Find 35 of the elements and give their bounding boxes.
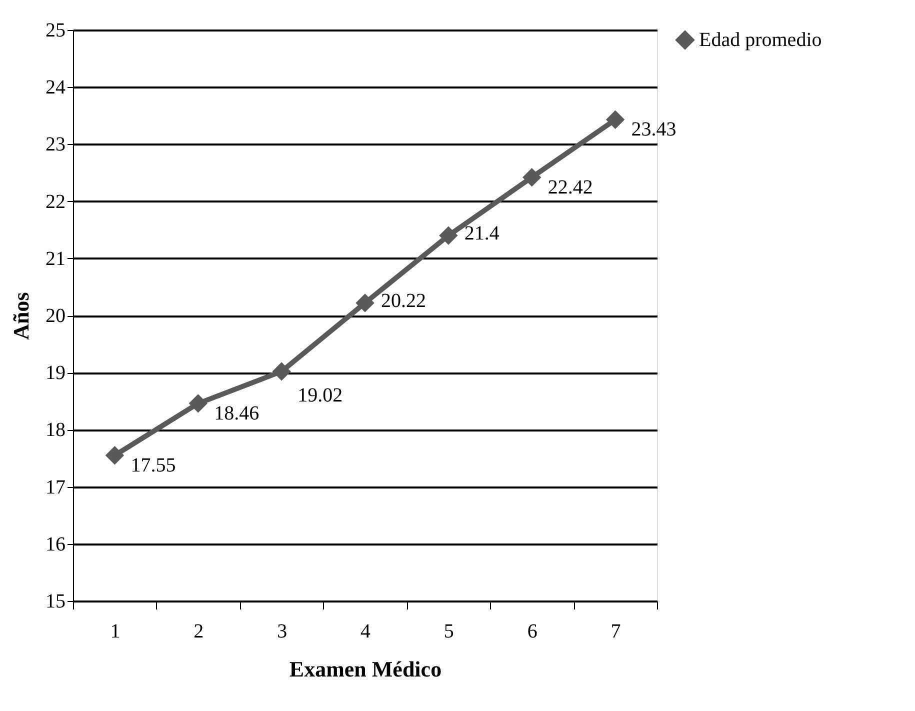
- y-tick-label: 17: [46, 476, 66, 498]
- point: [606, 110, 625, 129]
- y-tick-label: 25: [46, 20, 66, 42]
- data-label: 18.46: [214, 402, 260, 424]
- point: [188, 394, 208, 413]
- x-tick-label: 2: [194, 620, 204, 642]
- point: [105, 446, 124, 465]
- point: [439, 226, 458, 245]
- legend-label: Edad promedio: [699, 29, 822, 51]
- point: [522, 168, 542, 187]
- point: [272, 362, 291, 381]
- x-tick-label: 6: [527, 620, 538, 642]
- data-label: 19.02: [298, 384, 343, 406]
- y-axis-title: Años: [8, 292, 34, 340]
- y-tick-label: 18: [46, 419, 66, 442]
- y-tick-label: 19: [46, 362, 66, 384]
- x-tick-label: 1: [110, 620, 120, 642]
- y-tick-label: 22: [46, 190, 66, 213]
- point: [356, 294, 374, 312]
- y-tick-label: 24: [46, 76, 66, 99]
- x-axis-title: Examen Médico: [289, 656, 442, 682]
- y-tick-label: 21: [46, 248, 66, 270]
- y-tick-label: 15: [46, 590, 66, 612]
- data-label: 20.22: [381, 290, 426, 312]
- data-label: 21.4: [464, 222, 500, 245]
- x-tick-label: 4: [360, 620, 370, 642]
- y-tick-label: 20: [46, 305, 66, 327]
- x-tick-label: 3: [277, 620, 288, 642]
- data-label: 17.55: [130, 454, 176, 476]
- data-label: 23.43: [631, 118, 676, 141]
- y-tick-label: 16: [46, 533, 66, 556]
- x-tick-label: 7: [610, 620, 621, 642]
- data-label: 22.42: [548, 176, 593, 198]
- x-tick-label: 5: [444, 620, 454, 642]
- y-tick-label: 23: [46, 134, 66, 156]
